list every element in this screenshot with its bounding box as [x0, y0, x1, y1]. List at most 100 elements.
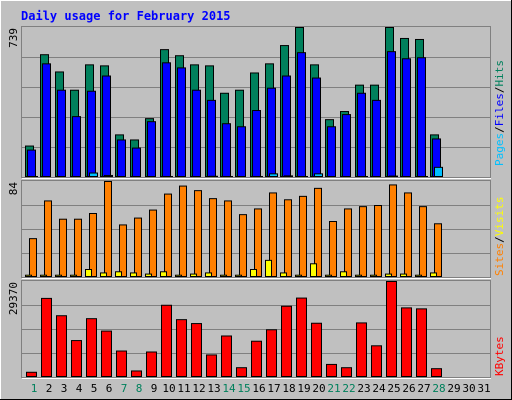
day-label: 10: [162, 382, 175, 395]
files-bar: [342, 114, 351, 177]
visits-bar: [340, 271, 347, 277]
sites-bar: [29, 238, 37, 277]
sites-bar: [434, 223, 442, 278]
sites-bar: [284, 199, 292, 278]
visits-bar: [40, 274, 47, 278]
kbytes-bar: [116, 350, 127, 378]
legend-sep-2: /: [493, 87, 506, 94]
kbytes-bar: [386, 281, 397, 377]
day-label: 27: [417, 382, 430, 395]
kbytes-bar: [401, 307, 412, 377]
files-bar: [222, 123, 231, 177]
day-label: 26: [402, 382, 415, 395]
day-label: 17: [267, 382, 280, 395]
day-label: 22: [342, 382, 355, 395]
kbytes-bar: [86, 318, 97, 378]
kbytes-bar: [326, 363, 337, 378]
legend-pages: Pages: [493, 133, 506, 166]
day-label: 20: [312, 382, 325, 395]
visits-bar: [370, 274, 377, 278]
visits-bar: [25, 274, 32, 278]
legend-sep-1: /: [493, 126, 506, 133]
day-label: 4: [76, 382, 83, 395]
sites-bar: [104, 181, 112, 277]
kbytes-bar: [161, 304, 172, 378]
visits-bar: [250, 269, 257, 277]
kbytes-bar: [296, 297, 307, 378]
day-label: 2: [46, 382, 53, 395]
day-label: 24: [372, 382, 386, 395]
sites-bar: [344, 208, 352, 277]
visits-bar: [160, 271, 167, 277]
sites-bar: [389, 184, 397, 277]
panel-frames: [21, 26, 491, 379]
chart-title: Daily usage for February 2015: [21, 9, 231, 23]
visits-bar: [115, 271, 122, 277]
sites-legend: Sites/Visits: [493, 197, 506, 277]
files-bar: [357, 92, 366, 177]
day-label: 14: [222, 382, 236, 395]
visits-bar: [235, 274, 242, 278]
files-bar: [72, 116, 81, 177]
files-bar: [297, 52, 306, 177]
kbytes-bar: [131, 370, 142, 377]
kbytes-bar: [191, 323, 202, 377]
legend-sites: Sites: [493, 243, 506, 276]
visits-bar: [190, 273, 197, 278]
visits-bar: [310, 263, 317, 277]
visits-bar: [220, 274, 227, 278]
sites-bar: [419, 206, 427, 277]
sites-bar: [194, 190, 202, 277]
kbytes-bar: [26, 371, 37, 377]
files-bar: [177, 67, 186, 177]
visits-bar: [100, 272, 107, 277]
sites-bar: [59, 218, 67, 277]
kbytes-bar: [236, 367, 247, 377]
hits-ymax-label: 739: [7, 28, 20, 48]
files-bar: [252, 110, 261, 177]
kbytes-bar: [41, 297, 52, 377]
sites-bar: [254, 208, 262, 277]
sites-bar: [239, 214, 247, 277]
sites-bar: [44, 200, 52, 277]
sites-bar: [149, 209, 157, 277]
files-bar: [372, 99, 381, 177]
sites-bar: [179, 185, 187, 277]
day-label: 29: [447, 382, 460, 395]
sites-bar: [404, 192, 412, 277]
kbytes-bar: [341, 367, 352, 377]
kbytes-bar: [281, 305, 292, 378]
kbytes-bar: [266, 329, 277, 377]
sites-bar: [359, 206, 367, 277]
files-bar: [237, 126, 246, 177]
sites-bar: [269, 192, 277, 277]
kbytes-bar: [146, 351, 157, 378]
day-label: 21: [327, 382, 340, 395]
day-label: 7: [121, 382, 128, 395]
visits-bar: [430, 272, 437, 277]
day-label: 11: [177, 382, 190, 395]
sites-ymax-label: 84: [7, 182, 20, 196]
visits-bar: [325, 274, 332, 278]
pages-bar: [89, 172, 98, 177]
files-bar: [267, 87, 276, 177]
day-label: 6: [106, 382, 113, 395]
day-label: 9: [151, 382, 158, 395]
day-label: 12: [192, 382, 205, 395]
files-bar: [57, 89, 66, 177]
day-label: 13: [207, 382, 220, 395]
files-bar: [327, 126, 336, 177]
visits-bar: [175, 274, 182, 278]
sites-bar: [314, 187, 322, 278]
visits-bar: [130, 272, 137, 277]
pages-bar: [434, 166, 443, 177]
files-bar: [162, 62, 171, 177]
sites-bar: [209, 198, 217, 277]
day-label: 31: [477, 382, 490, 395]
kbytes-bar: [311, 322, 322, 377]
kbytes-bar: [176, 319, 187, 378]
sites-panel-frame: [21, 180, 491, 278]
kbytes-bar: [371, 345, 382, 378]
sites-bar: [374, 205, 382, 277]
